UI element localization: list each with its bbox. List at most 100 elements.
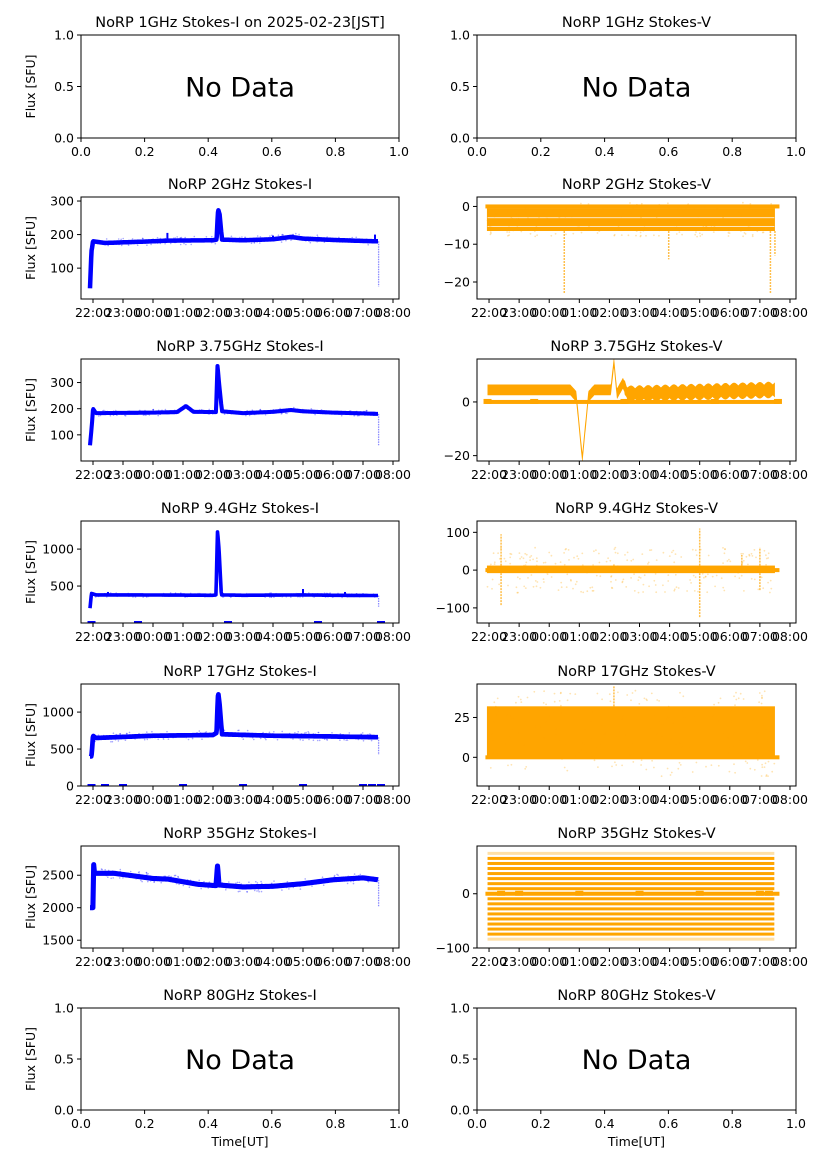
level-line (487, 856, 775, 860)
data-point (142, 596, 144, 598)
data-point (132, 596, 134, 598)
data-point (351, 413, 354, 416)
data-point (291, 238, 293, 241)
data-point (209, 592, 212, 595)
data-point (599, 575, 602, 578)
panel-title: NoRP 9.4GHz Stokes-I (161, 501, 319, 517)
data-point (260, 890, 263, 893)
data-point (246, 729, 249, 732)
data-point (329, 592, 331, 594)
y-tick-label: 100 (446, 525, 470, 540)
data-point (349, 237, 351, 240)
data-point (205, 731, 208, 733)
data-point (695, 554, 698, 557)
data-point (96, 242, 98, 245)
data-point (325, 592, 328, 595)
data-point (333, 874, 336, 877)
data-point (524, 587, 527, 589)
data-point (326, 592, 329, 595)
data-point (332, 594, 335, 597)
data-point (732, 746, 735, 749)
data-point (565, 226, 568, 229)
data-point (739, 213, 742, 216)
data-point (123, 872, 125, 874)
data-point (520, 556, 523, 558)
data-point (347, 412, 349, 414)
data-point (256, 235, 259, 237)
plot-area (87, 208, 380, 289)
level-line (487, 922, 775, 926)
data-point (496, 697, 499, 700)
data-point (516, 226, 519, 228)
y-axis-label: Flux [SFU] (23, 540, 38, 604)
data-point (250, 242, 253, 245)
data-point (353, 241, 355, 243)
data-point (614, 761, 616, 764)
data-point (535, 213, 538, 215)
data-point (704, 575, 707, 578)
data-point (740, 552, 743, 555)
data-point (199, 592, 201, 595)
y-tick-label: 200 (50, 401, 74, 416)
data-point (679, 691, 681, 694)
x-tick-label: 0.2 (531, 144, 551, 159)
data-point (290, 596, 292, 598)
data-point (174, 874, 177, 877)
data-point (535, 212, 537, 215)
x-tick-label: 07:00 (345, 305, 381, 320)
y-axis-label: Flux [SFU] (23, 703, 38, 767)
x-tick-label: 06:00 (315, 792, 351, 807)
data-point (762, 219, 765, 222)
data-point (632, 207, 634, 210)
data-point (527, 577, 529, 579)
data-point (577, 743, 580, 746)
data-point (295, 593, 298, 596)
data-point (639, 234, 642, 237)
data-point (258, 238, 261, 241)
data-point (727, 231, 730, 234)
data-point (704, 575, 707, 578)
data-point (201, 738, 203, 740)
data-point (210, 240, 212, 243)
y-tick-label: 1000 (42, 542, 74, 557)
data-point (373, 411, 375, 413)
data-point (176, 409, 178, 412)
x-tick-label: 00:00 (135, 629, 171, 644)
data-point (244, 236, 246, 239)
data-point (119, 593, 121, 596)
data-point (164, 876, 166, 878)
data-point (574, 693, 577, 695)
data-point (677, 767, 680, 770)
data-point (590, 719, 592, 722)
data-point (642, 583, 645, 586)
panel-title: NoRP 3.75GHz Stokes-V (550, 339, 722, 355)
x-tick-label: 04:00 (652, 305, 688, 320)
data-point (595, 549, 597, 552)
data-point (318, 240, 320, 242)
data-point (141, 880, 143, 883)
data-point (175, 882, 178, 885)
data-point (241, 736, 243, 739)
data-point (256, 412, 258, 414)
x-tick-label: 03:00 (621, 467, 657, 482)
data-point (689, 579, 691, 581)
data-point (560, 581, 563, 584)
data-point (333, 875, 336, 878)
data-point (500, 224, 502, 226)
data-point (705, 225, 707, 227)
data-point (130, 241, 132, 243)
data-point (525, 766, 528, 768)
data-point (508, 736, 511, 739)
x-tick-label: 03:00 (225, 629, 261, 644)
data-point (309, 241, 312, 244)
data-point (507, 584, 509, 587)
data-point (535, 564, 538, 567)
data-point (146, 244, 148, 246)
data-point (126, 411, 128, 414)
zero-value-mark (224, 621, 232, 623)
data-point (728, 770, 731, 773)
zero-value-mark (530, 398, 539, 404)
data-point (265, 412, 268, 414)
data-point (515, 722, 518, 725)
